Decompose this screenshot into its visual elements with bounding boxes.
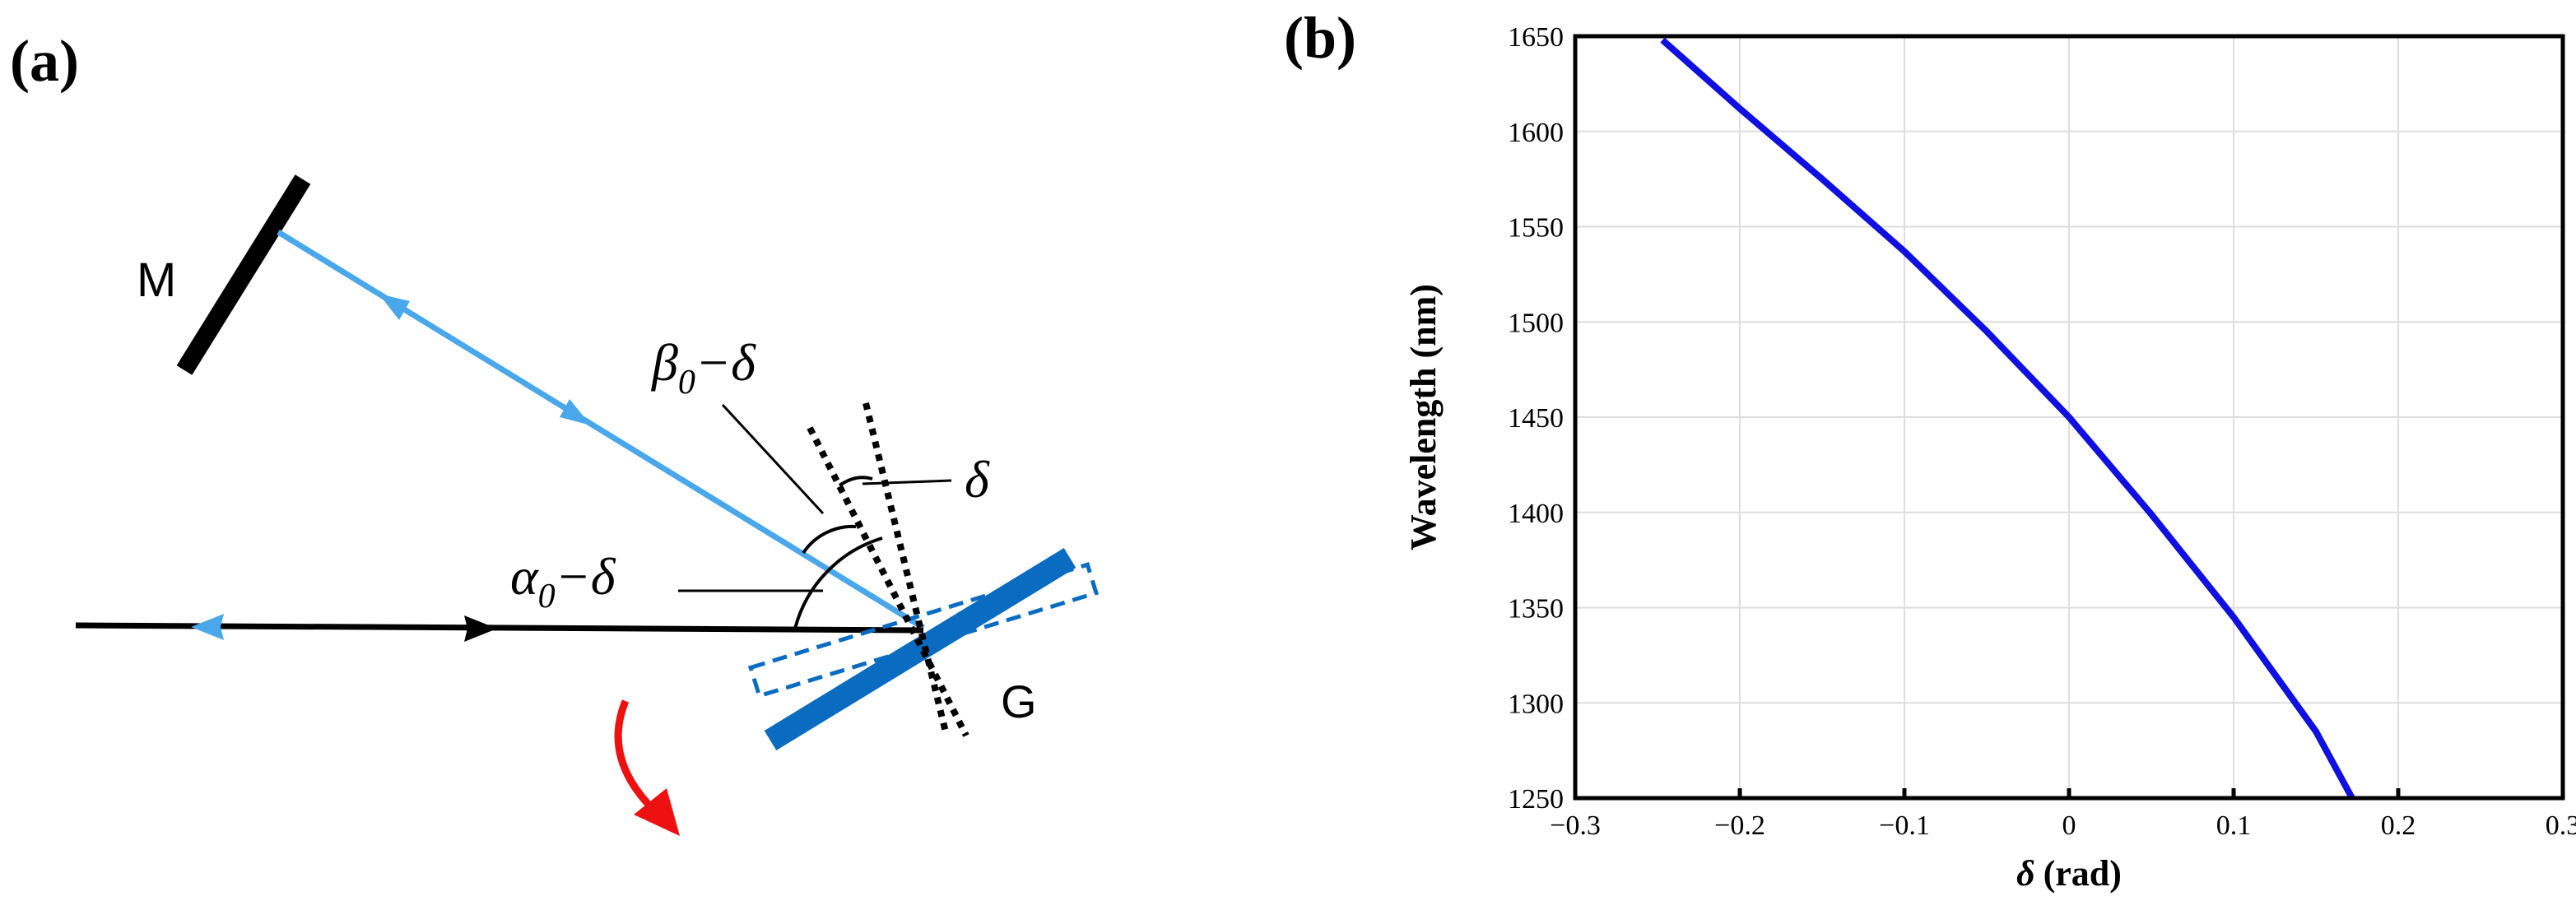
wavelength-chart: −0.3 −0.2 −0.1 0 0.1 0.2 0.3 1250 1300 1350 1400 14…	[1403, 22, 2576, 894]
return-arrow	[191, 614, 224, 640]
chart-tick-labels: −0.3 −0.2 −0.1 0 0.1 0.2 0.3 1250 1300 1350 1400 14…	[1508, 22, 2576, 841]
x-tick-label: −0.1	[1879, 810, 1930, 841]
x-tick-label: −0.3	[1550, 810, 1601, 841]
rotated-normal	[863, 402, 950, 736]
beta-arc	[802, 524, 857, 555]
x-tick-label: 0	[2062, 810, 2076, 841]
beta-leader	[721, 403, 825, 515]
y-tick-label: 1550	[1508, 213, 1564, 244]
x-tick-label: −0.2	[1714, 810, 1765, 841]
beam-arrow-to-mirror	[379, 294, 410, 320]
y-axis-title: Wavelength (nm)	[1403, 284, 1444, 550]
alpha-arc	[793, 536, 883, 629]
incident-arrow	[464, 615, 497, 642]
grating-label: G	[1001, 676, 1037, 727]
chart-ticks	[1573, 788, 2565, 798]
panel-a: (a) M G β0−δ	[10, 28, 1100, 836]
x-axis-title: δ (rad)	[2016, 853, 2122, 894]
x-tick-label: 0.1	[2216, 810, 2252, 841]
y-tick-label: 1650	[1508, 22, 1564, 53]
y-tick-label: 1600	[1508, 118, 1564, 148]
grating-normal	[807, 426, 969, 737]
x-tick-label: 0.3	[2546, 810, 2576, 841]
panel-b-label: (b)	[1284, 5, 1356, 71]
beam-arrow-to-grating	[560, 399, 591, 425]
rotation-arrow-head	[634, 788, 680, 836]
chart-series	[1660, 37, 2355, 800]
delta-arc	[838, 476, 873, 487]
x-tick-label: 0.2	[2381, 810, 2416, 841]
y-tick-label: 1250	[1508, 784, 1564, 815]
delta-label: δ	[965, 450, 990, 508]
y-tick-label: 1300	[1508, 689, 1564, 719]
mirror-label: M	[137, 253, 176, 307]
alpha-label: α0−δ	[510, 547, 616, 615]
rotation-arrow	[614, 699, 655, 811]
grating	[764, 548, 1076, 750]
y-tick-label: 1450	[1508, 403, 1564, 434]
panel-a-label: (a)	[10, 28, 79, 94]
panel-b: (b) −0.3 −0.2 −0.1 0 0.1 0.2 0.3 1250 1300 1350 14…	[1284, 5, 2576, 894]
mirror	[176, 174, 311, 375]
series-line-wavelength	[1660, 37, 2355, 800]
y-tick-label: 1400	[1508, 499, 1564, 529]
delta-leader	[862, 479, 952, 485]
y-tick-label: 1350	[1508, 594, 1564, 625]
y-tick-label: 1500	[1508, 308, 1564, 338]
beta-label: β0−δ	[650, 333, 756, 402]
